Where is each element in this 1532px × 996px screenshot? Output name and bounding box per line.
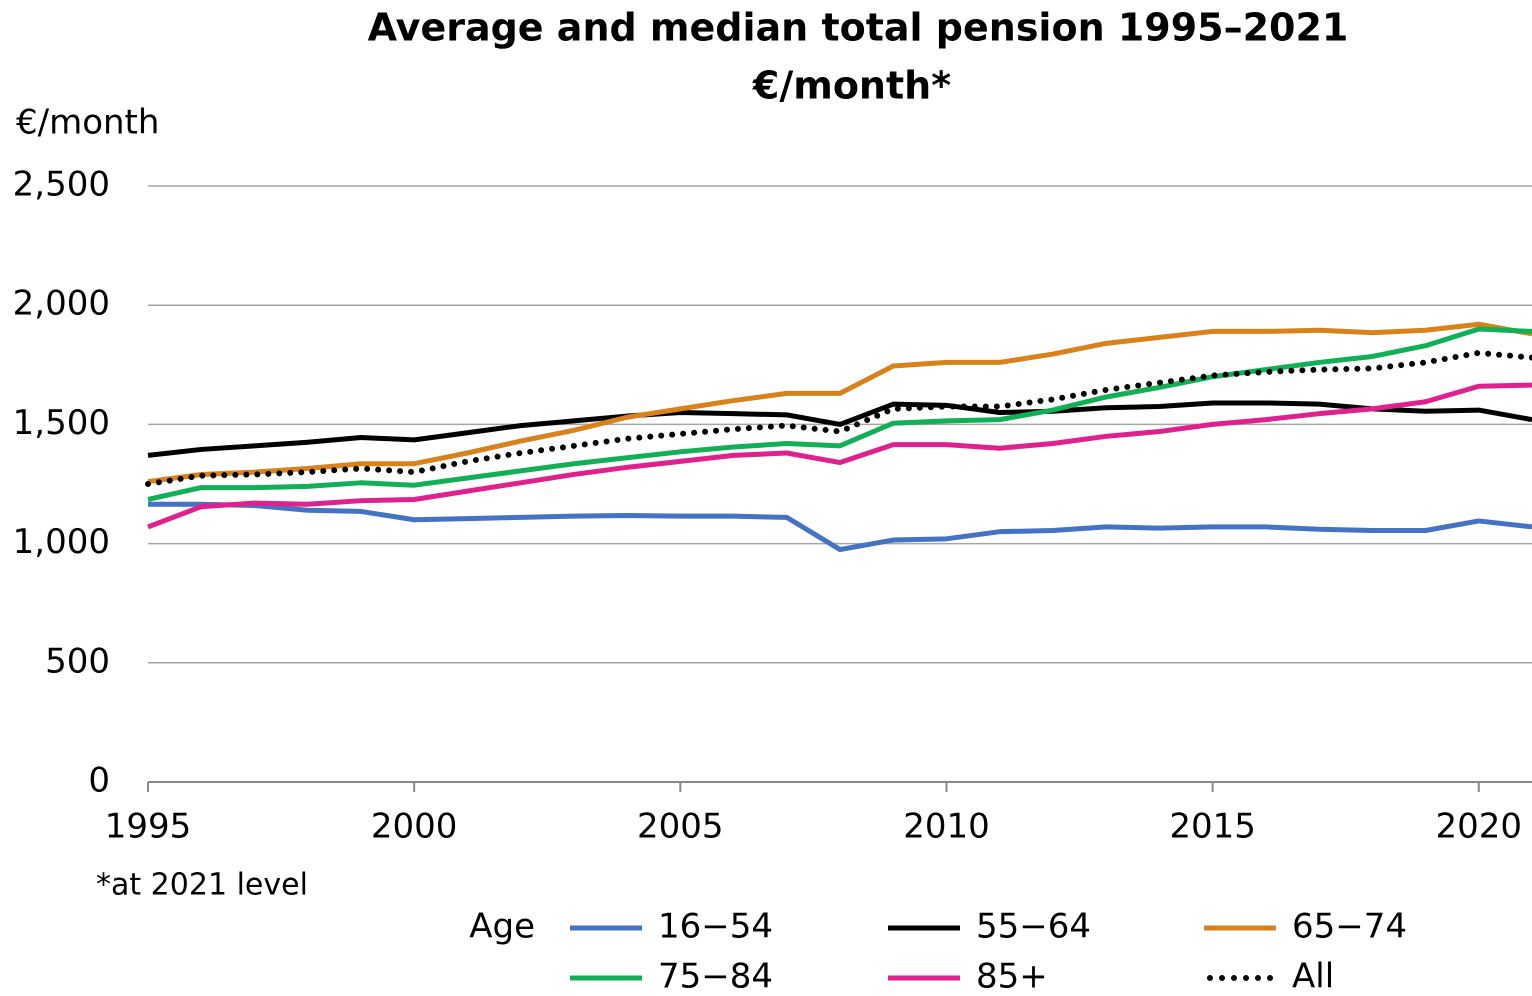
series-line — [147, 382, 1532, 530]
legend-label: 16−54 — [658, 907, 773, 947]
series-line — [147, 321, 1532, 485]
y-axis-label: €/month — [16, 103, 159, 143]
series-line — [148, 501, 1532, 553]
y-tick-label: 0 — [88, 761, 110, 801]
legend-label: 65−74 — [1292, 907, 1407, 947]
legend-label: All — [1292, 957, 1334, 996]
y-tick-label: 2,000 — [13, 284, 110, 324]
note: *at 2021 level — [96, 868, 308, 903]
y-tick-label: 500 — [45, 641, 110, 681]
y-tick-label: 2,500 — [13, 165, 110, 205]
x-tick-label: 2020 — [1436, 807, 1523, 847]
x-tick-label: 2015 — [1169, 807, 1256, 847]
legend-title: Age — [469, 907, 535, 947]
series-line — [145, 349, 1532, 487]
x-tick-label: 2005 — [637, 807, 724, 847]
x-tick-label: 2010 — [903, 807, 990, 847]
y-tick-label: 1,500 — [13, 403, 110, 443]
series-line — [147, 326, 1532, 502]
legend-label: 55−64 — [976, 907, 1091, 947]
x-tick-label: 2000 — [371, 807, 458, 847]
chart-subtitle: €/month* — [752, 64, 951, 108]
chart-title: Average and median total pension 1995–20… — [368, 6, 1349, 50]
legend-label: 85+ — [976, 957, 1048, 996]
y-tick-label: 1,000 — [13, 522, 110, 562]
legend-label: 75−84 — [658, 957, 773, 996]
x-tick-label: 1995 — [105, 807, 192, 847]
series-line — [147, 400, 1532, 458]
